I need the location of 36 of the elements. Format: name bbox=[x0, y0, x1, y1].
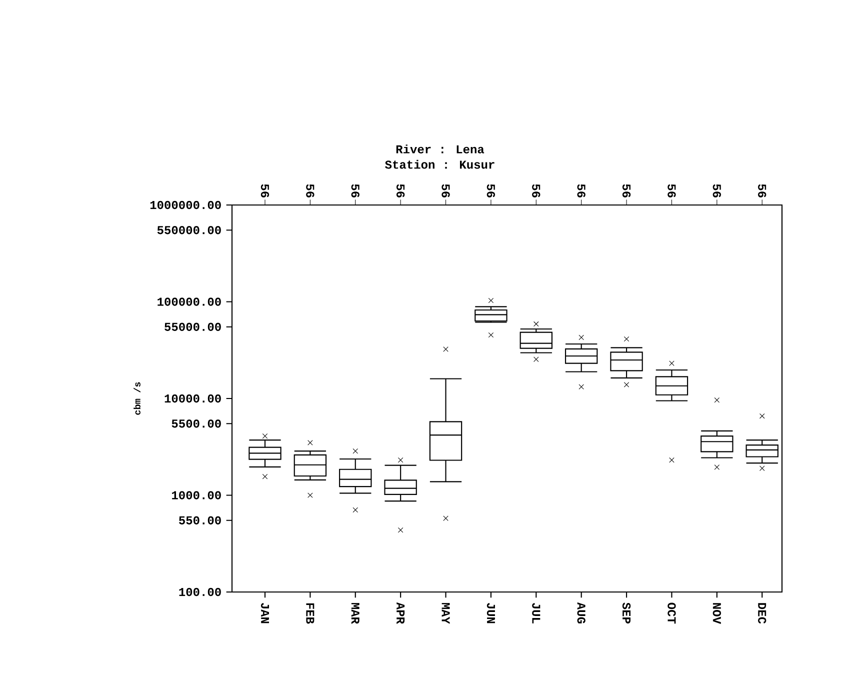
text: 56 bbox=[396, 184, 405, 198]
text: 56 bbox=[306, 184, 314, 198]
x-tick-label: FEB bbox=[306, 603, 314, 624]
text: 56 bbox=[668, 184, 676, 198]
x-tick-label: JAN bbox=[260, 602, 270, 624]
y-tick-label: 10000.00 bbox=[164, 394, 221, 403]
x-tick-label: AUG bbox=[577, 602, 586, 624]
x-tick-label: APR bbox=[396, 602, 405, 624]
text: 56 bbox=[712, 184, 721, 198]
text: 56 bbox=[758, 184, 766, 198]
y-tick-label: 55000.00 bbox=[164, 322, 221, 331]
x-tick-label: JUL bbox=[532, 602, 540, 624]
chart-subtitle: Station : Kusur bbox=[385, 160, 494, 169]
y-tick-label: 1000.00 bbox=[172, 491, 221, 500]
text: 56 bbox=[622, 184, 631, 198]
x-tick-label: MAY bbox=[442, 602, 450, 624]
text: 56 bbox=[351, 184, 360, 198]
y-tick-label: 550000.00 bbox=[157, 226, 221, 234]
x-tick-label: MAR bbox=[351, 602, 360, 624]
y-tick-label: 5500.00 bbox=[172, 420, 221, 428]
text: 56 bbox=[532, 184, 540, 198]
text: 56 bbox=[442, 184, 450, 198]
y-axis-title: cbm /s bbox=[134, 382, 140, 415]
y-tick-label: 100000.00 bbox=[158, 298, 221, 306]
text: 56 bbox=[577, 184, 586, 198]
y-tick-label: 100.00 bbox=[179, 588, 221, 596]
text: 56 bbox=[260, 184, 270, 198]
y-tick-label: 550.00 bbox=[179, 516, 221, 524]
text: 56 bbox=[486, 184, 496, 198]
x-tick-label: SEP bbox=[622, 602, 631, 624]
x-tick-label: DEC bbox=[758, 603, 766, 624]
chart-title: River : Lena bbox=[396, 144, 484, 154]
y-tick-label: 1000000.00 bbox=[150, 200, 221, 210]
x-tick-label: OCT bbox=[668, 602, 676, 624]
x-tick-label: NOV bbox=[712, 603, 721, 624]
x-tick-label: JUN bbox=[486, 602, 495, 624]
